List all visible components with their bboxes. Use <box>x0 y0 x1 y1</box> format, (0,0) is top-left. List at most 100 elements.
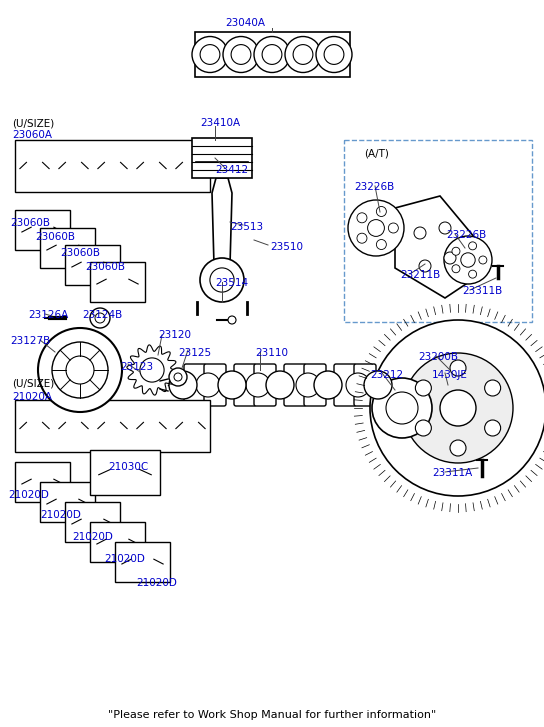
Text: 23514: 23514 <box>215 278 248 288</box>
Circle shape <box>140 358 164 382</box>
Circle shape <box>416 380 431 396</box>
Circle shape <box>444 236 492 284</box>
Text: 23410A: 23410A <box>200 118 240 128</box>
Text: 23124B: 23124B <box>82 310 122 320</box>
Circle shape <box>231 44 251 65</box>
Text: 21030C: 21030C <box>108 462 149 472</box>
Polygon shape <box>395 196 475 298</box>
Circle shape <box>316 36 352 73</box>
Circle shape <box>468 242 477 250</box>
Text: 23125: 23125 <box>178 348 211 358</box>
Bar <box>90 450 160 495</box>
Circle shape <box>485 380 500 396</box>
Circle shape <box>254 36 290 73</box>
Circle shape <box>223 36 259 73</box>
Text: 21020D: 21020D <box>104 554 145 564</box>
Circle shape <box>376 206 386 217</box>
Text: 23060A: 23060A <box>12 130 52 140</box>
Text: 23126A: 23126A <box>28 310 68 320</box>
FancyBboxPatch shape <box>334 364 356 406</box>
Circle shape <box>479 256 487 264</box>
FancyBboxPatch shape <box>204 364 226 406</box>
Circle shape <box>450 360 466 376</box>
Circle shape <box>485 420 500 436</box>
Text: 23040A: 23040A <box>225 18 265 28</box>
Circle shape <box>266 371 294 399</box>
FancyBboxPatch shape <box>254 364 276 406</box>
Circle shape <box>403 353 513 463</box>
Circle shape <box>468 270 477 278</box>
Circle shape <box>376 239 386 249</box>
Text: 23212: 23212 <box>370 370 403 380</box>
Circle shape <box>169 371 197 399</box>
Text: (U/SIZE): (U/SIZE) <box>12 118 54 128</box>
FancyBboxPatch shape <box>284 364 306 406</box>
Bar <box>90 262 145 302</box>
Circle shape <box>314 371 342 399</box>
FancyBboxPatch shape <box>184 364 206 406</box>
Circle shape <box>95 313 105 323</box>
Text: (U/SIZE): (U/SIZE) <box>12 378 54 388</box>
Text: 1430JE: 1430JE <box>432 370 468 380</box>
Polygon shape <box>212 178 232 280</box>
Text: 23060B: 23060B <box>35 232 75 242</box>
Circle shape <box>192 36 228 73</box>
Bar <box>15 140 210 192</box>
Text: 21020D: 21020D <box>72 532 113 542</box>
Circle shape <box>196 373 220 397</box>
Circle shape <box>218 371 246 399</box>
Bar <box>15 400 210 452</box>
Circle shape <box>200 258 244 302</box>
FancyBboxPatch shape <box>354 364 376 406</box>
FancyBboxPatch shape <box>304 364 326 406</box>
Text: 23311A: 23311A <box>432 468 472 478</box>
Circle shape <box>262 44 282 65</box>
Text: 23110: 23110 <box>255 348 288 358</box>
Circle shape <box>452 247 460 255</box>
Circle shape <box>419 260 431 272</box>
Text: 23060B: 23060B <box>10 218 50 228</box>
Text: 23123: 23123 <box>120 362 153 372</box>
Circle shape <box>440 390 476 426</box>
Circle shape <box>357 233 367 244</box>
Circle shape <box>386 392 418 424</box>
Text: 21020D: 21020D <box>8 490 49 500</box>
Bar <box>65 502 120 542</box>
Text: "Please refer to Work Shop Manual for further information": "Please refer to Work Shop Manual for fu… <box>108 710 436 720</box>
Bar <box>115 542 170 582</box>
Bar <box>192 138 252 178</box>
Text: 23060B: 23060B <box>60 248 100 258</box>
Circle shape <box>174 373 182 381</box>
Bar <box>15 462 70 502</box>
Circle shape <box>285 36 321 73</box>
Bar <box>65 245 120 285</box>
Circle shape <box>210 268 234 292</box>
Circle shape <box>416 420 431 436</box>
Text: 23060B: 23060B <box>85 262 125 272</box>
Circle shape <box>368 220 385 236</box>
Text: 23226B: 23226B <box>354 182 394 192</box>
Circle shape <box>324 44 344 65</box>
Circle shape <box>461 253 475 268</box>
Text: 23127B: 23127B <box>10 336 50 346</box>
Text: 21020D: 21020D <box>136 578 177 588</box>
Bar <box>195 32 349 77</box>
Text: 23120: 23120 <box>158 330 191 340</box>
Circle shape <box>228 316 236 324</box>
Bar <box>40 482 95 522</box>
Circle shape <box>246 373 270 397</box>
Text: 23226B: 23226B <box>446 230 486 240</box>
Text: 23412: 23412 <box>215 165 248 175</box>
Bar <box>344 140 532 322</box>
Text: 23513: 23513 <box>230 222 263 232</box>
Circle shape <box>346 373 370 397</box>
Circle shape <box>90 308 110 328</box>
FancyBboxPatch shape <box>234 364 256 406</box>
Circle shape <box>370 320 544 496</box>
Bar <box>40 228 95 268</box>
Circle shape <box>169 368 187 386</box>
Text: (A/T): (A/T) <box>364 148 389 158</box>
Circle shape <box>388 223 398 233</box>
Bar <box>15 210 70 250</box>
Text: 23211B: 23211B <box>400 270 440 280</box>
